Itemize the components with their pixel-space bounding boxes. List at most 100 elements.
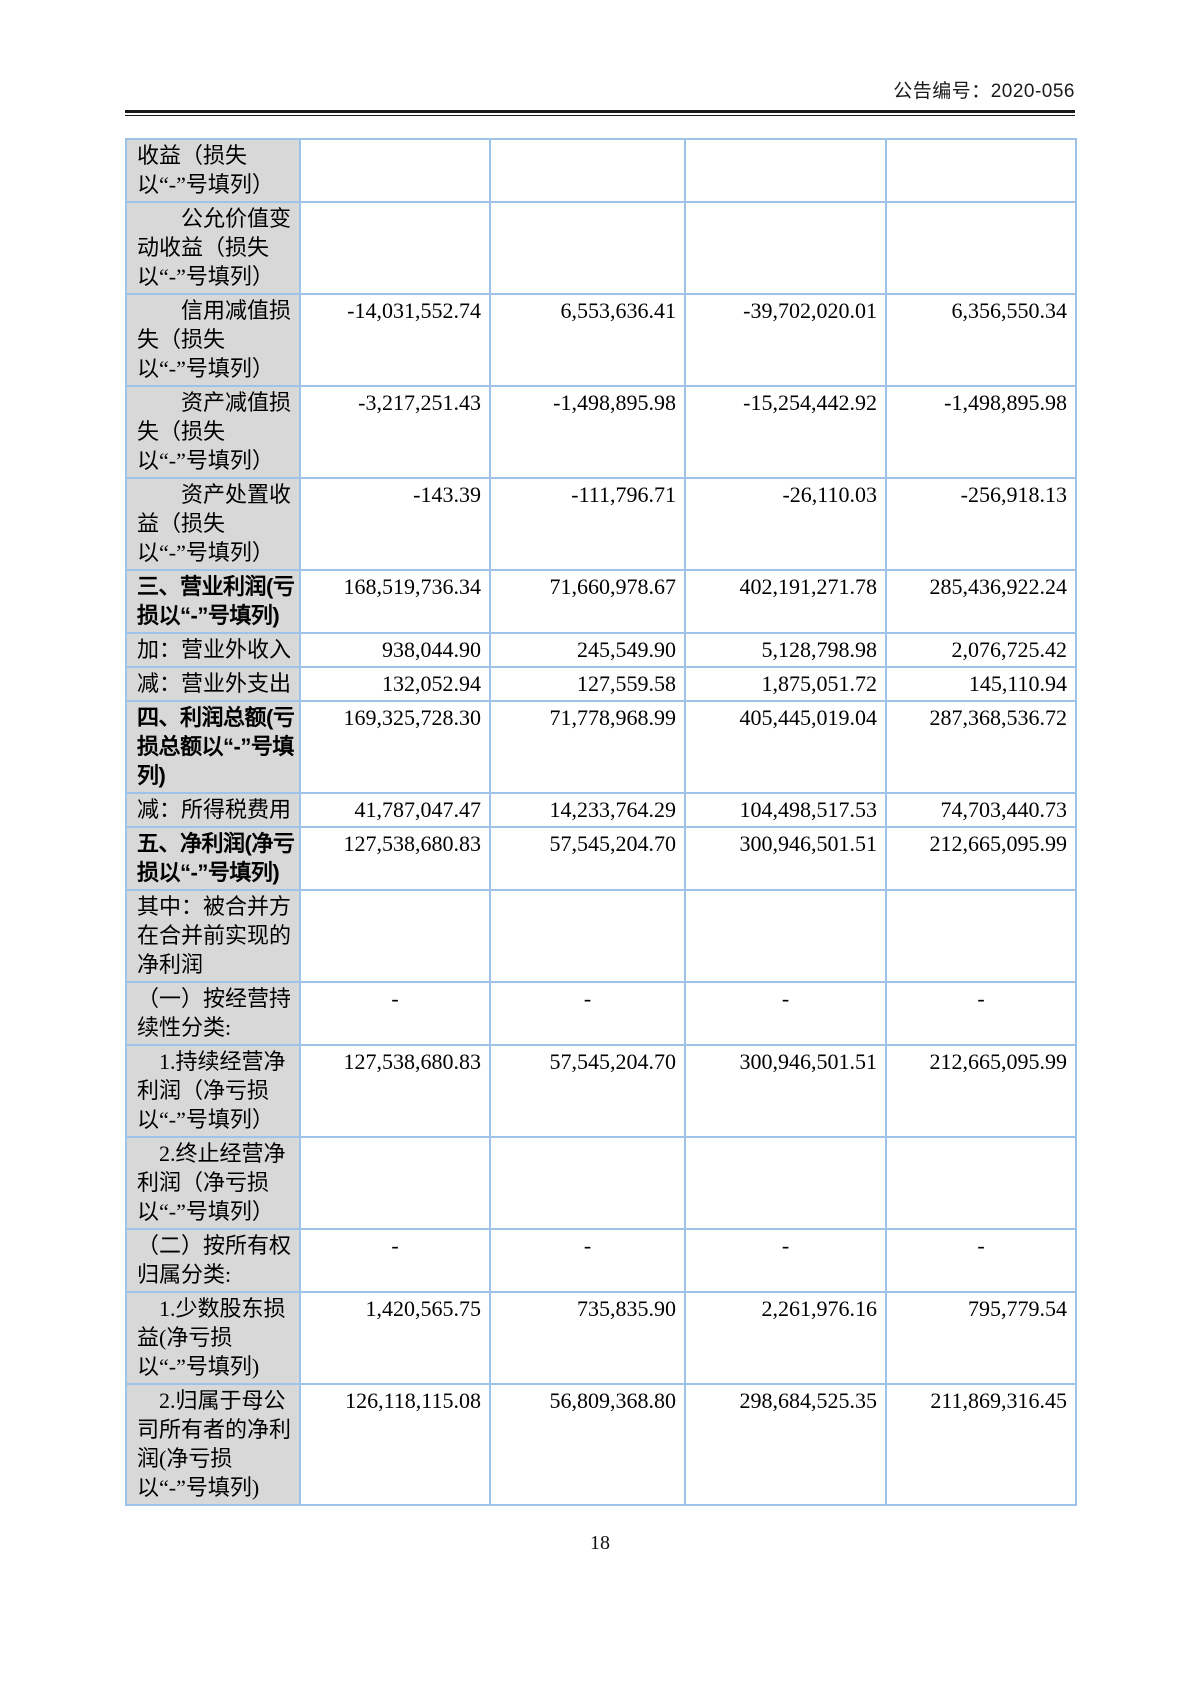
row-label: 减：营业外支出 (125, 666, 301, 702)
cell-value: - (489, 1228, 686, 1293)
header-rule (125, 110, 1075, 116)
cell-value: -1,498,895.98 (885, 385, 1077, 479)
cell-value: - (885, 981, 1077, 1046)
cell-value: 735,835.90 (489, 1291, 686, 1385)
row-label: 五、净利润(净亏损以“-”号填列) (125, 826, 301, 891)
row-label: 资产减值损失（损失以“-”号填列） (125, 385, 301, 479)
cell-value: 126,118,115.08 (299, 1383, 491, 1506)
row-label: 收益（损失以“-”号填列） (125, 138, 301, 203)
cell-value: 127,538,680.83 (299, 1044, 491, 1138)
cell-value: 71,778,968.99 (489, 700, 686, 794)
table-row: 信用减值损失（损失以“-”号填列） -14,031,552.74 6,553,636… (125, 293, 1077, 387)
cell-value: 1,420,565.75 (299, 1291, 491, 1385)
table-row: （二）按所有权归属分类: - - - - (125, 1228, 1077, 1293)
cell-value (299, 138, 491, 203)
cell-value: - (299, 981, 491, 1046)
table-row: 其中：被合并方在合并前实现的净利润 (125, 889, 1077, 983)
row-label: （二）按所有权归属分类: (125, 1228, 301, 1293)
table-row: 2.终止经营净利润（净亏损以“-”号填列） (125, 1136, 1077, 1230)
table-row: 四、利润总额(亏损总额以“-”号填列) 169,325,728.30 71,778,… (125, 700, 1077, 794)
cell-value: 127,559.58 (489, 666, 686, 702)
cell-value (489, 201, 686, 295)
table-row: （一）按经营持续性分类: - - - - (125, 981, 1077, 1046)
row-label: 四、利润总额(亏损总额以“-”号填列) (125, 700, 301, 794)
cell-value (489, 889, 686, 983)
table-row: 五、净利润(净亏损以“-”号填列) 127,538,680.83 57,545,20… (125, 826, 1077, 891)
announcement-number: 公告编号：2020-056 (893, 81, 1075, 102)
page-number: 18 (590, 1532, 610, 1554)
income-statement-table-body: 收益（损失以“-”号填列） 公允价值变动收益（损失以“-”号填列） 信用减值损失（损… (125, 138, 1077, 1506)
table-row: 资产处置收益（损失以“-”号填列） -143.39 -111,796.71 -26,1… (125, 477, 1077, 571)
cell-value: 300,946,501.51 (684, 1044, 887, 1138)
cell-value: 287,368,536.72 (885, 700, 1077, 794)
row-label: 信用减值损失（损失以“-”号填列） (125, 293, 301, 387)
cell-value (885, 201, 1077, 295)
cell-value: 6,553,636.41 (489, 293, 686, 387)
row-label: 三、营业利润(亏损以“-”号填列) (125, 569, 301, 634)
cell-value: 285,436,922.24 (885, 569, 1077, 634)
cell-value: 14,233,764.29 (489, 792, 686, 828)
row-label: 1.少数股东损益(净亏损以“-”号填列) (125, 1291, 301, 1385)
cell-value: 212,665,095.99 (885, 1044, 1077, 1138)
cell-value (684, 201, 887, 295)
row-label: 资产处置收益（损失以“-”号填列） (125, 477, 301, 571)
row-label: 公允价值变动收益（损失以“-”号填列） (125, 201, 301, 295)
row-label: 2.终止经营净利润（净亏损以“-”号填列） (125, 1136, 301, 1230)
cell-value: 71,660,978.67 (489, 569, 686, 634)
cell-value: 169,325,728.30 (299, 700, 491, 794)
cell-value: 127,538,680.83 (299, 826, 491, 891)
cell-value: 6,356,550.34 (885, 293, 1077, 387)
table-row: 加：营业外收入 938,044.90 245,549.90 5,128,798.98 2… (125, 632, 1077, 668)
cell-value (299, 889, 491, 983)
cell-value: - (489, 981, 686, 1046)
table-row: 2.归属于母公司所有者的净利润(净亏损以“-”号填列) 126,118,115.0… (125, 1383, 1077, 1506)
row-label: 2.归属于母公司所有者的净利润(净亏损以“-”号填列) (125, 1383, 301, 1506)
table-row: 公允价值变动收益（损失以“-”号填列） (125, 201, 1077, 295)
cell-value: 57,545,204.70 (489, 826, 686, 891)
document-page: 公告编号：2020-056 收益（损失以“-”号填列） 公允价值变动收益（损失以“… (125, 0, 1077, 1555)
cell-value (885, 1136, 1077, 1230)
table-row: 资产减值损失（损失以“-”号填列） -3,217,251.43 -1,498,895… (125, 385, 1077, 479)
cell-value: -14,031,552.74 (299, 293, 491, 387)
cell-value (684, 1136, 887, 1230)
cell-value: 132,052.94 (299, 666, 491, 702)
cell-value: 5,128,798.98 (684, 632, 887, 668)
cell-value: 2,076,725.42 (885, 632, 1077, 668)
cell-value (885, 138, 1077, 203)
row-label: （一）按经营持续性分类: (125, 981, 301, 1046)
cell-value (489, 1136, 686, 1230)
cell-value: 145,110.94 (885, 666, 1077, 702)
cell-value: 212,665,095.99 (885, 826, 1077, 891)
header-rule-thick-line (125, 110, 1075, 113)
table-row: 减：所得税费用 41,787,047.47 14,233,764.29 104,498… (125, 792, 1077, 828)
cell-value (684, 889, 887, 983)
cell-value: 2,261,976.16 (684, 1291, 887, 1385)
cell-value: - (885, 1228, 1077, 1293)
cell-value: 298,684,525.35 (684, 1383, 887, 1506)
cell-value: -1,498,895.98 (489, 385, 686, 479)
cell-value: 1,875,051.72 (684, 666, 887, 702)
cell-value: 938,044.90 (299, 632, 491, 668)
table-row: 收益（损失以“-”号填列） (125, 138, 1077, 203)
cell-value: 168,519,736.34 (299, 569, 491, 634)
cell-value (299, 1136, 491, 1230)
cell-value: - (684, 981, 887, 1046)
cell-value (684, 138, 887, 203)
cell-value: -39,702,020.01 (684, 293, 887, 387)
cell-value: 245,549.90 (489, 632, 686, 668)
table-row: 1.持续经营净利润（净亏损以“-”号填列） 127,538,680.83 57,54… (125, 1044, 1077, 1138)
cell-value: -26,110.03 (684, 477, 887, 571)
cell-value: -3,217,251.43 (299, 385, 491, 479)
cell-value: 795,779.54 (885, 1291, 1077, 1385)
cell-value: 104,498,517.53 (684, 792, 887, 828)
cell-value: -111,796.71 (489, 477, 686, 571)
table-row: 1.少数股东损益(净亏损以“-”号填列) 1,420,565.75 735,835.… (125, 1291, 1077, 1385)
cell-value: - (684, 1228, 887, 1293)
cell-value: -15,254,442.92 (684, 385, 887, 479)
cell-value: 211,869,316.45 (885, 1383, 1077, 1506)
cell-value: - (299, 1228, 491, 1293)
row-label: 1.持续经营净利润（净亏损以“-”号填列） (125, 1044, 301, 1138)
income-statement-table: 收益（损失以“-”号填列） 公允价值变动收益（损失以“-”号填列） 信用减值损失（损… (125, 138, 1077, 1506)
row-label: 加：营业外收入 (125, 632, 301, 668)
table-row: 三、营业利润(亏损以“-”号填列) 168,519,736.34 71,660,97… (125, 569, 1077, 634)
